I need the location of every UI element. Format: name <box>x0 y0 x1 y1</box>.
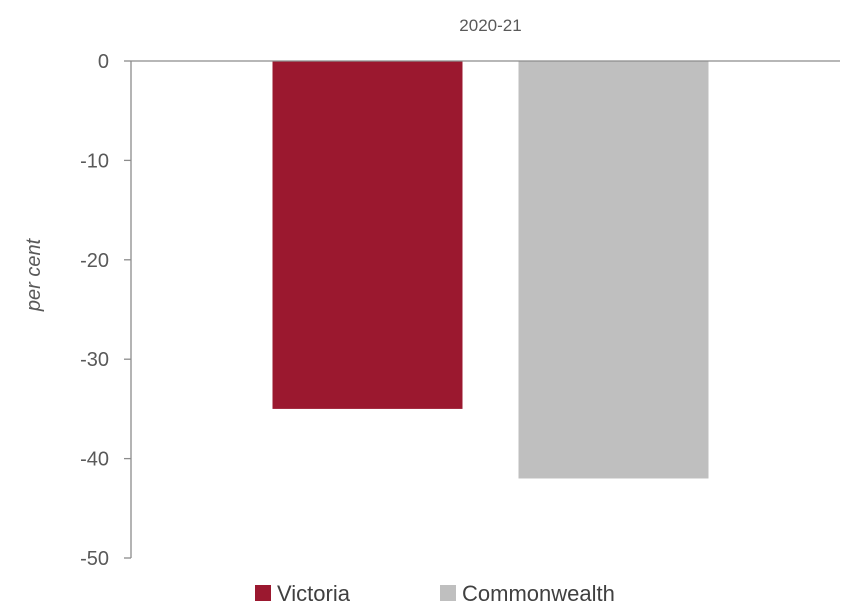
y-tick-label: -50 <box>80 548 109 570</box>
legend-label-commonwealth: Commonwealth <box>462 581 615 606</box>
y-tick-label: -10 <box>80 150 109 172</box>
legend-label-victoria: Victoria <box>277 581 351 606</box>
plot-area: 0 -10 -20 -30 -40 -50 2020-21 <box>80 16 840 570</box>
y-tick-label: -40 <box>80 449 109 471</box>
y-tick-label: 0 <box>98 51 109 73</box>
y-axis-label: per cent <box>23 237 45 312</box>
bar-victoria <box>272 61 463 409</box>
x-category-label: 2020-21 <box>459 16 521 35</box>
legend-swatch-commonwealth <box>440 585 456 601</box>
legend-swatch-victoria <box>255 585 271 601</box>
y-tick-label: -20 <box>80 250 109 272</box>
bar-commonwealth <box>518 61 709 479</box>
legend: Victoria Commonwealth <box>255 581 615 606</box>
y-tick-label: -30 <box>80 349 109 371</box>
